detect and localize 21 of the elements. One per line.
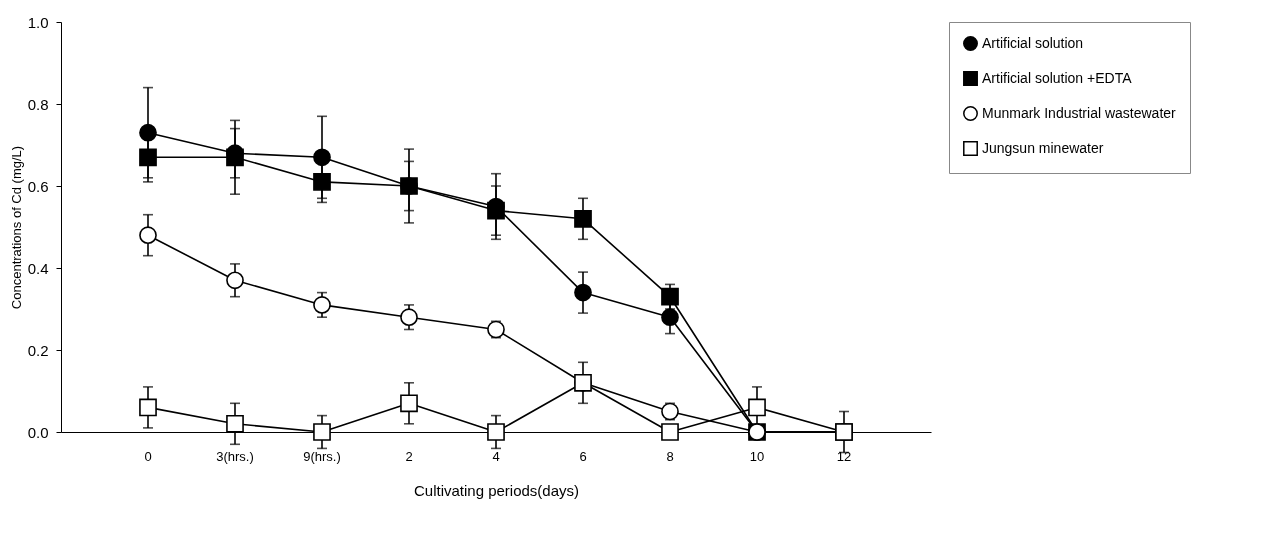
legend-label: Jungsun minewater — [982, 139, 1104, 156]
legend-label: Artificial solution — [982, 34, 1084, 51]
y-tick-label: 0.4 — [27, 259, 49, 277]
x-tick-label: 12 — [836, 448, 852, 464]
y-axis-title: Concentrations of Cd (mg/L) — [8, 145, 24, 310]
x-tick-label: 3(hrs.) — [216, 448, 254, 464]
x-tick-label: 9(hrs.) — [303, 448, 341, 464]
y-tick-label: 0.2 — [27, 341, 49, 359]
x-axis-title: Cultivating periods(days) — [413, 481, 580, 499]
x-tick-label: 8 — [666, 448, 674, 464]
legend-label: Artificial solution +EDTA — [982, 69, 1133, 86]
x-tick-label: 2 — [405, 448, 413, 464]
x-tick-label: 4 — [492, 448, 500, 464]
x-tick-label: 0 — [144, 448, 152, 464]
x-tick-label: 6 — [579, 448, 587, 464]
y-tick-label: 1.0 — [27, 13, 49, 31]
y-tick-label: 0.6 — [27, 177, 49, 195]
y-tick-label: 0.8 — [27, 95, 49, 113]
x-tick-label: 10 — [749, 448, 765, 464]
y-tick-label: 0.0 — [27, 423, 49, 441]
legend-label: Munmark Industrial wastewater — [982, 104, 1177, 121]
